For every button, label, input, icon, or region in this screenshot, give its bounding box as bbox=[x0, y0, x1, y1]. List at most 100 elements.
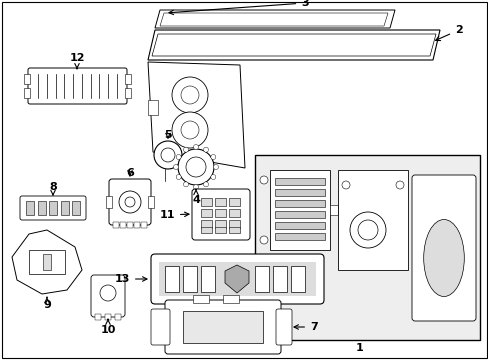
Polygon shape bbox=[160, 13, 387, 26]
Bar bbox=[127, 222, 133, 228]
Circle shape bbox=[183, 182, 188, 187]
Polygon shape bbox=[148, 30, 439, 60]
Bar bbox=[105, 314, 111, 320]
Bar bbox=[215, 227, 225, 233]
FancyBboxPatch shape bbox=[411, 175, 475, 321]
FancyBboxPatch shape bbox=[91, 275, 125, 317]
Bar bbox=[228, 220, 240, 228]
Bar bbox=[120, 222, 126, 228]
Circle shape bbox=[341, 181, 349, 189]
Bar bbox=[115, 314, 121, 320]
Bar bbox=[201, 227, 212, 233]
Bar bbox=[254, 266, 268, 292]
Bar bbox=[290, 266, 305, 292]
Bar bbox=[269, 170, 329, 250]
Polygon shape bbox=[224, 265, 248, 293]
Bar bbox=[215, 220, 225, 228]
Bar bbox=[125, 88, 131, 98]
Bar bbox=[134, 222, 140, 228]
Bar bbox=[274, 222, 325, 229]
Bar bbox=[148, 196, 154, 208]
Bar bbox=[254, 155, 479, 340]
Bar bbox=[329, 205, 337, 215]
Circle shape bbox=[260, 236, 267, 244]
FancyBboxPatch shape bbox=[192, 189, 249, 240]
Circle shape bbox=[349, 212, 385, 248]
Text: 7: 7 bbox=[293, 322, 317, 332]
Bar bbox=[72, 201, 80, 215]
Bar bbox=[215, 198, 225, 206]
Bar bbox=[95, 314, 101, 320]
Circle shape bbox=[176, 154, 181, 159]
Text: 13: 13 bbox=[114, 274, 147, 284]
Circle shape bbox=[213, 165, 218, 170]
Bar bbox=[201, 220, 212, 228]
Circle shape bbox=[125, 197, 135, 207]
Circle shape bbox=[183, 147, 188, 152]
Bar bbox=[272, 266, 286, 292]
Bar bbox=[274, 211, 325, 218]
Text: 3: 3 bbox=[169, 0, 308, 15]
Polygon shape bbox=[155, 10, 394, 28]
Bar bbox=[337, 170, 407, 270]
Bar bbox=[125, 74, 131, 84]
Circle shape bbox=[260, 176, 267, 184]
Circle shape bbox=[178, 149, 214, 185]
Text: 10: 10 bbox=[100, 319, 116, 335]
Circle shape bbox=[203, 182, 208, 187]
FancyBboxPatch shape bbox=[151, 254, 324, 304]
Bar bbox=[113, 222, 119, 228]
FancyBboxPatch shape bbox=[151, 309, 170, 345]
Bar bbox=[201, 209, 212, 217]
Polygon shape bbox=[148, 62, 244, 168]
FancyBboxPatch shape bbox=[275, 309, 291, 345]
Bar bbox=[49, 201, 57, 215]
Ellipse shape bbox=[423, 220, 463, 297]
Circle shape bbox=[210, 175, 215, 180]
Circle shape bbox=[176, 175, 181, 180]
Bar bbox=[274, 189, 325, 196]
Circle shape bbox=[119, 191, 141, 213]
Text: 9: 9 bbox=[43, 297, 51, 310]
Circle shape bbox=[181, 121, 199, 139]
Bar bbox=[223, 295, 239, 303]
Circle shape bbox=[395, 181, 403, 189]
Bar bbox=[43, 254, 51, 270]
Circle shape bbox=[161, 148, 175, 162]
Bar bbox=[106, 196, 112, 208]
Text: 12: 12 bbox=[69, 53, 84, 69]
Bar bbox=[148, 100, 158, 115]
FancyBboxPatch shape bbox=[20, 196, 86, 220]
Bar bbox=[24, 88, 30, 98]
Circle shape bbox=[154, 141, 182, 169]
Text: 6: 6 bbox=[126, 168, 134, 178]
Circle shape bbox=[100, 285, 116, 301]
FancyBboxPatch shape bbox=[28, 68, 127, 104]
Bar bbox=[164, 266, 179, 292]
Bar bbox=[215, 209, 225, 217]
Bar bbox=[29, 250, 65, 274]
Bar bbox=[201, 198, 212, 206]
Bar bbox=[228, 209, 240, 217]
Circle shape bbox=[193, 184, 198, 189]
Circle shape bbox=[357, 220, 377, 240]
Text: 5: 5 bbox=[164, 130, 171, 140]
Text: 4: 4 bbox=[192, 189, 200, 205]
Polygon shape bbox=[152, 34, 435, 56]
Circle shape bbox=[193, 144, 198, 149]
Bar bbox=[183, 266, 197, 292]
Bar bbox=[38, 201, 45, 215]
Circle shape bbox=[172, 112, 207, 148]
Bar bbox=[141, 222, 147, 228]
Bar bbox=[274, 178, 325, 185]
Polygon shape bbox=[12, 230, 82, 294]
FancyBboxPatch shape bbox=[164, 300, 281, 354]
Bar bbox=[274, 233, 325, 240]
Circle shape bbox=[172, 77, 207, 113]
Text: 8: 8 bbox=[49, 182, 57, 195]
FancyBboxPatch shape bbox=[109, 179, 151, 225]
Circle shape bbox=[173, 165, 178, 170]
Text: 1: 1 bbox=[355, 343, 363, 353]
Circle shape bbox=[210, 154, 215, 159]
Bar bbox=[26, 201, 34, 215]
